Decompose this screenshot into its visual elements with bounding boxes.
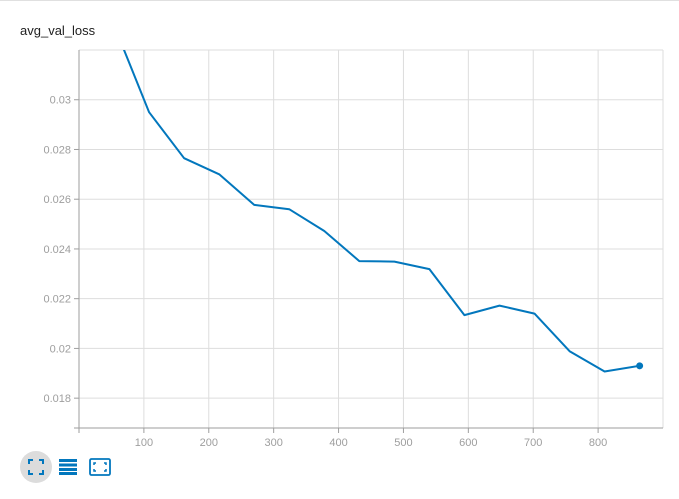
data-table-icon xyxy=(59,459,77,475)
fit-domain-icon xyxy=(89,458,111,476)
y-tick-label: 0.03 xyxy=(50,95,71,107)
x-tick-label: 300 xyxy=(264,437,282,449)
y-tick-label: 0.024 xyxy=(43,244,71,256)
fullscreen-button[interactable] xyxy=(20,451,52,483)
tick-labels: 0.018 0.02 0.022 0.024 0.026 0.028 0.03 100 200 3… xyxy=(43,95,607,449)
chart-grid xyxy=(79,49,664,428)
fullscreen-icon xyxy=(28,459,44,475)
y-tick-label: 0.026 xyxy=(43,194,71,206)
x-tick-label: 400 xyxy=(329,437,347,449)
marker-layer xyxy=(636,362,644,370)
chart-toolbar xyxy=(20,451,116,483)
series-layer xyxy=(122,50,640,373)
data-table-button[interactable] xyxy=(52,451,84,483)
x-tick-label: 800 xyxy=(589,437,607,449)
x-tick-label: 500 xyxy=(394,437,412,449)
x-tick-label: 600 xyxy=(459,437,477,449)
top-divider xyxy=(0,0,679,1)
x-tick-label: 700 xyxy=(524,437,542,449)
x-tick-label: 200 xyxy=(200,437,218,449)
x-tick-label: 100 xyxy=(135,437,153,449)
chart-title: avg_val_loss xyxy=(20,23,96,38)
fit-domain-button[interactable] xyxy=(84,451,116,483)
last-point-marker xyxy=(636,362,644,370)
y-tick-label: 0.018 xyxy=(43,393,71,405)
y-tick-label: 0.028 xyxy=(43,144,71,156)
series-line xyxy=(122,50,640,373)
y-tick-label: 0.022 xyxy=(43,294,71,306)
chart-axes xyxy=(74,50,663,433)
y-tick-label: 0.02 xyxy=(50,343,71,355)
